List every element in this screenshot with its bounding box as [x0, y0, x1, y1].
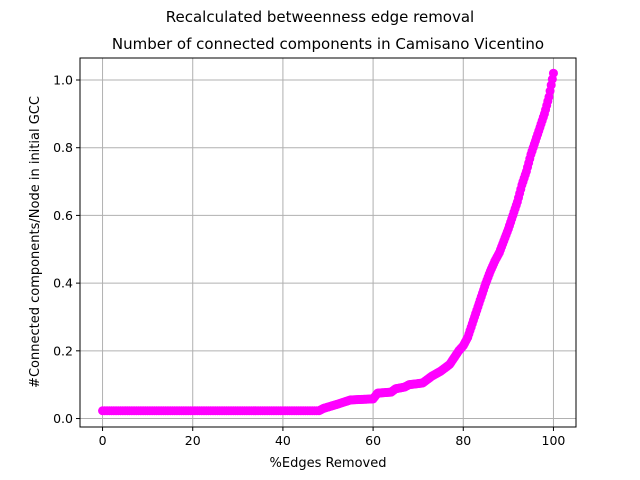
y-tick-label: 0.0: [53, 411, 73, 426]
x-tick-label: 80: [455, 433, 471, 448]
y-axis-label: #Connected components/Node in initial GC…: [28, 96, 43, 388]
x-tick-label: 40: [275, 433, 291, 448]
chart-title: Number of connected components in Camisa…: [112, 35, 544, 53]
y-tick-label: 0.2: [53, 343, 73, 358]
data-point: [548, 68, 558, 78]
y-tick-label: 1.0: [53, 73, 73, 88]
x-tick-label: 60: [365, 433, 381, 448]
y-tick-label: 0.4: [53, 276, 73, 291]
y-tick-label: 0.6: [53, 208, 73, 223]
x-tick-label: 20: [185, 433, 201, 448]
x-tick-label: 100: [542, 433, 566, 448]
data-points: [98, 68, 558, 416]
grid: [80, 58, 576, 427]
ticks: 0 20 40 60 80 100 0.0 0.2 0.4 0.6 0.8 1.0: [53, 73, 565, 448]
plot-frame: [79, 57, 577, 428]
x-axis-label: %Edges Removed: [270, 456, 387, 471]
x-tick-label: 0: [99, 433, 107, 448]
figure-suptitle: Recalculated betweenness edge removal: [166, 8, 474, 26]
y-tick-label: 0.8: [53, 140, 73, 155]
